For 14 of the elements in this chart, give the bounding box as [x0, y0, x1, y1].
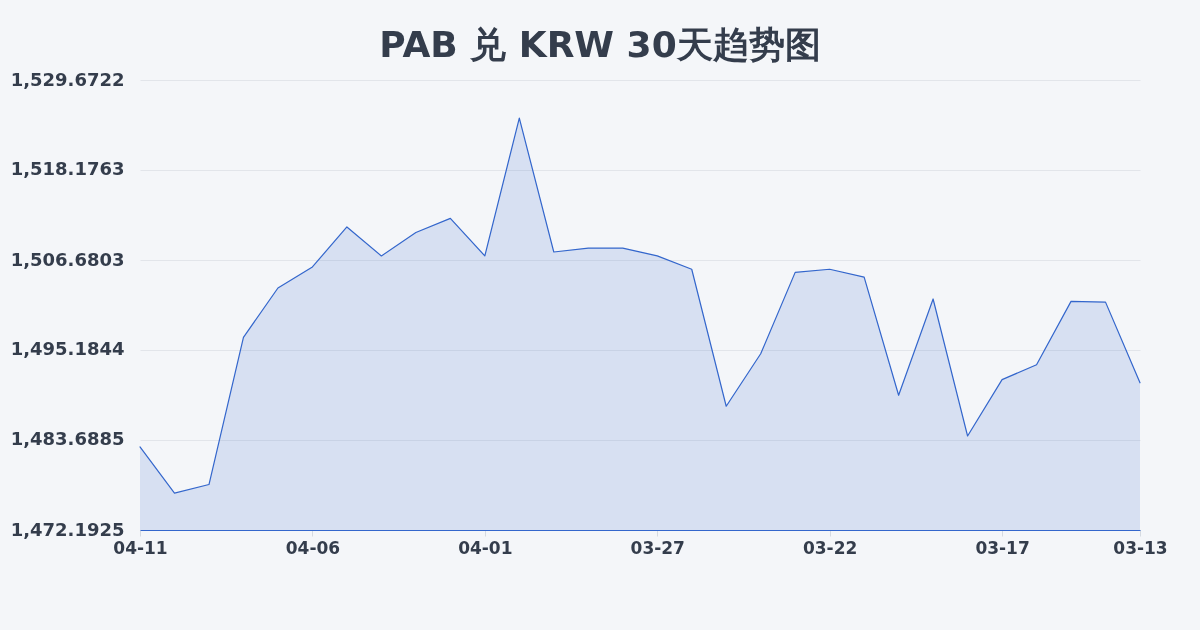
- y-tick-label: 1,483.6885: [10, 428, 125, 450]
- x-tick-label: 03-27: [630, 537, 685, 558]
- y-tick-label: 1,495.1844: [10, 338, 125, 360]
- y-tick-label: 1,518.1763: [10, 158, 125, 180]
- x-tick-label: 04-11: [113, 537, 168, 558]
- y-tick-label: 1,506.6803: [10, 248, 125, 270]
- x-tick-label: 03-17: [975, 537, 1030, 558]
- chart-title: PAB 兑 KRW 30天趋势图: [379, 24, 821, 65]
- x-tick-label: 04-01: [458, 537, 513, 558]
- y-tick-label: 1,529.6722: [10, 68, 125, 90]
- x-tick-label: 03-13: [1113, 537, 1168, 558]
- x-tick-label: 04-06: [285, 537, 341, 558]
- x-tick-label: 03-22: [802, 537, 858, 558]
- y-tick-label: 1,472.1925: [10, 518, 125, 540]
